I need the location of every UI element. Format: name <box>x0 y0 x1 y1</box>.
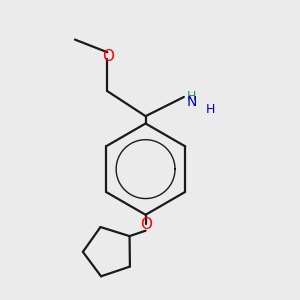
Text: O: O <box>102 50 114 64</box>
Text: O: O <box>140 217 152 232</box>
Text: H: H <box>187 90 196 103</box>
Text: N: N <box>187 95 197 109</box>
Text: H: H <box>206 103 215 116</box>
